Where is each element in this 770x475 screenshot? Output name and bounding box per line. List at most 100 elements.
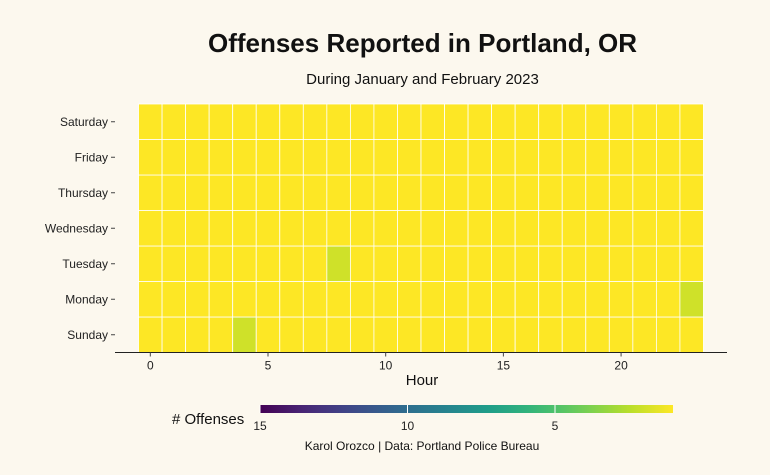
heatmap-cell bbox=[326, 245, 351, 282]
heatmap-cell bbox=[185, 245, 210, 282]
heatmap-cell bbox=[632, 245, 657, 282]
heatmap-cell bbox=[373, 245, 398, 282]
heatmap-cell bbox=[632, 210, 657, 247]
heatmap-cell bbox=[326, 103, 351, 140]
heatmap-cell bbox=[326, 210, 351, 247]
heatmap-cell bbox=[420, 210, 445, 247]
heatmap-cell bbox=[138, 281, 163, 318]
heatmap-cell bbox=[397, 103, 422, 140]
heatmap-cell bbox=[208, 281, 234, 318]
heatmap-cell bbox=[420, 245, 445, 282]
heatmap-cell bbox=[161, 245, 187, 282]
heatmap-cell bbox=[373, 139, 398, 176]
heatmap-cell bbox=[302, 103, 328, 140]
heatmap-cell bbox=[420, 174, 445, 211]
heatmap-cell bbox=[397, 174, 422, 211]
y-tick-label: Sunday bbox=[67, 328, 108, 342]
heatmap-cell bbox=[561, 210, 587, 247]
heatmap-cell bbox=[161, 139, 187, 176]
y-tick-label: Saturday bbox=[60, 115, 108, 129]
heatmap-cell bbox=[302, 139, 328, 176]
heatmap-cell bbox=[467, 103, 493, 140]
heatmap-cell bbox=[208, 139, 234, 176]
heatmap-cell bbox=[185, 316, 210, 353]
heatmap-cell bbox=[585, 103, 610, 140]
heatmap-cell bbox=[302, 316, 328, 353]
heatmap-cell bbox=[679, 139, 704, 176]
heatmap-cell bbox=[514, 210, 540, 247]
legend-tick-label: 15 bbox=[253, 419, 267, 433]
heatmap-cell bbox=[349, 316, 375, 353]
heatmap-cell bbox=[326, 174, 351, 211]
heatmap-cell bbox=[302, 281, 328, 318]
heatmap-cell bbox=[279, 245, 304, 282]
heatmap-cell bbox=[655, 281, 681, 318]
heatmap-cell bbox=[349, 139, 375, 176]
heatmap-cell bbox=[232, 139, 257, 176]
heatmap-cell bbox=[208, 174, 234, 211]
heatmap-cell bbox=[514, 139, 540, 176]
heatmap-cell bbox=[349, 103, 375, 140]
heatmap-cell bbox=[467, 316, 493, 353]
heatmap-cell bbox=[585, 281, 610, 318]
heatmap-cell bbox=[349, 245, 375, 282]
heatmap-cell bbox=[185, 210, 210, 247]
heatmap-cell bbox=[655, 245, 681, 282]
heatmap-cell bbox=[585, 316, 610, 353]
heatmap-cell bbox=[608, 281, 634, 318]
heatmap-cell bbox=[491, 103, 516, 140]
heatmap-cell bbox=[444, 103, 469, 140]
y-tick-label: Tuesday bbox=[62, 257, 108, 271]
heatmap-cell bbox=[679, 245, 704, 282]
chart-caption: Karol Orozco | Data: Portland Police Bur… bbox=[304, 439, 540, 453]
heatmap-cell bbox=[561, 174, 587, 211]
heatmap-cell bbox=[655, 139, 681, 176]
heatmap-cell bbox=[420, 316, 445, 353]
heatmap-cell bbox=[608, 316, 634, 353]
heatmap-cell bbox=[655, 316, 681, 353]
heatmap-cell bbox=[302, 245, 328, 282]
heatmap-cell bbox=[279, 210, 304, 247]
chart-subtitle: During January and February 2023 bbox=[306, 71, 539, 88]
heatmap-cell bbox=[679, 281, 704, 318]
heatmap-cell bbox=[255, 210, 281, 247]
heatmap-cell bbox=[608, 103, 634, 140]
heatmap-cell bbox=[632, 281, 657, 318]
heatmap-cell bbox=[138, 103, 163, 140]
heatmap-cell bbox=[161, 103, 187, 140]
heatmap-cell bbox=[373, 316, 398, 353]
y-tick-label: Thursday bbox=[58, 186, 108, 200]
heatmap-cell bbox=[538, 174, 563, 211]
heatmap-cell bbox=[138, 174, 163, 211]
heatmap-cell bbox=[561, 103, 587, 140]
heatmap-cell bbox=[302, 210, 328, 247]
heatmap-cell bbox=[232, 103, 257, 140]
x-tick-label: 20 bbox=[614, 359, 628, 373]
heatmap-cell bbox=[491, 210, 516, 247]
heatmap-cell bbox=[585, 245, 610, 282]
heatmap-cell bbox=[608, 245, 634, 282]
heatmap-cell bbox=[655, 174, 681, 211]
heatmap-cell bbox=[232, 245, 257, 282]
heatmap-cell bbox=[397, 139, 422, 176]
heatmap-cell bbox=[444, 210, 469, 247]
heatmap-cell bbox=[538, 210, 563, 247]
heatmap-cell bbox=[679, 174, 704, 211]
heatmap-cell bbox=[185, 281, 210, 318]
x-axis-label: Hour bbox=[405, 372, 439, 389]
legend-colorbar bbox=[260, 405, 673, 413]
heatmap-cell bbox=[514, 281, 540, 318]
heatmap-cell bbox=[608, 139, 634, 176]
heatmap-cell bbox=[538, 139, 563, 176]
x-tick-label: 10 bbox=[379, 359, 393, 373]
heatmap-cell bbox=[161, 281, 187, 318]
heatmap-cell bbox=[349, 210, 375, 247]
heatmap-cell bbox=[491, 281, 516, 318]
heatmap-cell bbox=[585, 174, 610, 211]
heatmap-cell bbox=[208, 245, 234, 282]
heatmap-cell bbox=[138, 139, 163, 176]
heatmap-cell bbox=[444, 316, 469, 353]
heatmap-cell bbox=[467, 281, 493, 318]
heatmap-cell bbox=[420, 281, 445, 318]
heatmap-cell bbox=[232, 210, 257, 247]
